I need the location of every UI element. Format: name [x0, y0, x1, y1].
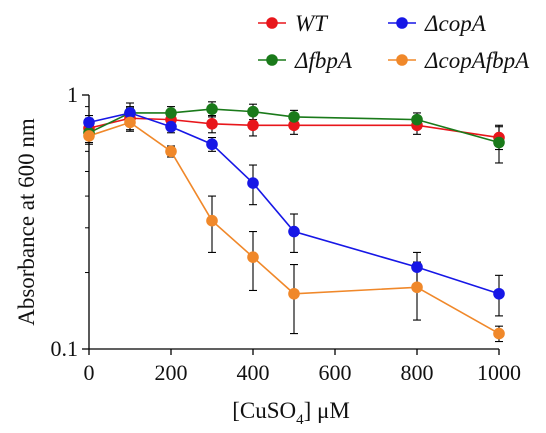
series-line-wt	[88, 117, 500, 139]
data-point-copafbpa	[288, 287, 300, 300]
legend-marker	[266, 17, 278, 29]
data-point-fbpa	[165, 107, 177, 119]
legend-item-wt: WT	[258, 11, 329, 36]
legend-label: ΔfbpA	[294, 48, 353, 73]
data-point-copa	[83, 116, 95, 129]
data-point-copa	[493, 287, 505, 300]
legend-item-copafbpa: ΔcopAfbpA	[388, 48, 530, 73]
data-point-copafbpa	[206, 214, 218, 227]
legend-label: ΔcopAfbpA	[424, 48, 530, 73]
data-point-fbpa	[206, 103, 218, 115]
y-tick-label: 0.1	[51, 336, 79, 361]
series-lines	[88, 108, 500, 335]
data-point-copafbpa	[247, 251, 259, 263]
legend-marker	[396, 54, 408, 66]
tick-labels: 0 200 400 600 800 1000 0.1 1	[51, 82, 522, 385]
data-points	[83, 103, 505, 340]
y-tick-label: 1	[67, 82, 78, 107]
data-point-fbpa	[288, 111, 300, 123]
x-tick-label: 800	[401, 360, 434, 385]
legend-item-fbpa: ΔfbpA	[258, 48, 353, 73]
data-point-wt	[288, 119, 300, 132]
data-point-copafbpa	[493, 327, 505, 340]
data-point-copa	[247, 177, 259, 189]
series-line-copa	[88, 112, 500, 295]
data-point-copa	[206, 138, 218, 151]
data-point-fbpa	[493, 136, 505, 149]
x-tick-label: 200	[155, 360, 188, 385]
x-axis-label: [CuSO4] μM	[232, 398, 350, 428]
data-point-copafbpa	[165, 145, 177, 158]
data-point-copa	[165, 120, 177, 133]
legend-label: ΔcopA	[424, 11, 487, 36]
legend-label: WT	[295, 11, 329, 36]
data-point-fbpa	[411, 113, 423, 126]
data-point-copafbpa	[83, 130, 95, 142]
data-point-copafbpa	[411, 281, 423, 294]
legend-marker	[396, 17, 408, 29]
y-axis-label: Absorbance at 600 nm	[14, 118, 39, 326]
data-point-copa	[411, 261, 423, 273]
data-point-wt	[247, 119, 259, 132]
data-point-copafbpa	[124, 116, 136, 129]
data-point-fbpa	[247, 105, 259, 118]
x-tick-label: 1000	[477, 360, 521, 385]
error-bars	[85, 101, 503, 343]
x-tick-label: 400	[237, 360, 270, 385]
x-tick-label: 600	[319, 360, 352, 385]
legend-marker	[266, 54, 278, 66]
legend: WT ΔfbpA ΔcopA ΔcopAfbpA	[258, 11, 530, 73]
x-tick-label: 0	[84, 360, 95, 385]
data-point-wt	[206, 118, 218, 130]
legend-item-copa: ΔcopA	[388, 11, 487, 36]
data-point-copa	[288, 225, 300, 238]
series-line-fbpa	[88, 108, 500, 144]
series-line-copafbpa	[88, 121, 500, 335]
data-point-copa	[124, 107, 136, 119]
